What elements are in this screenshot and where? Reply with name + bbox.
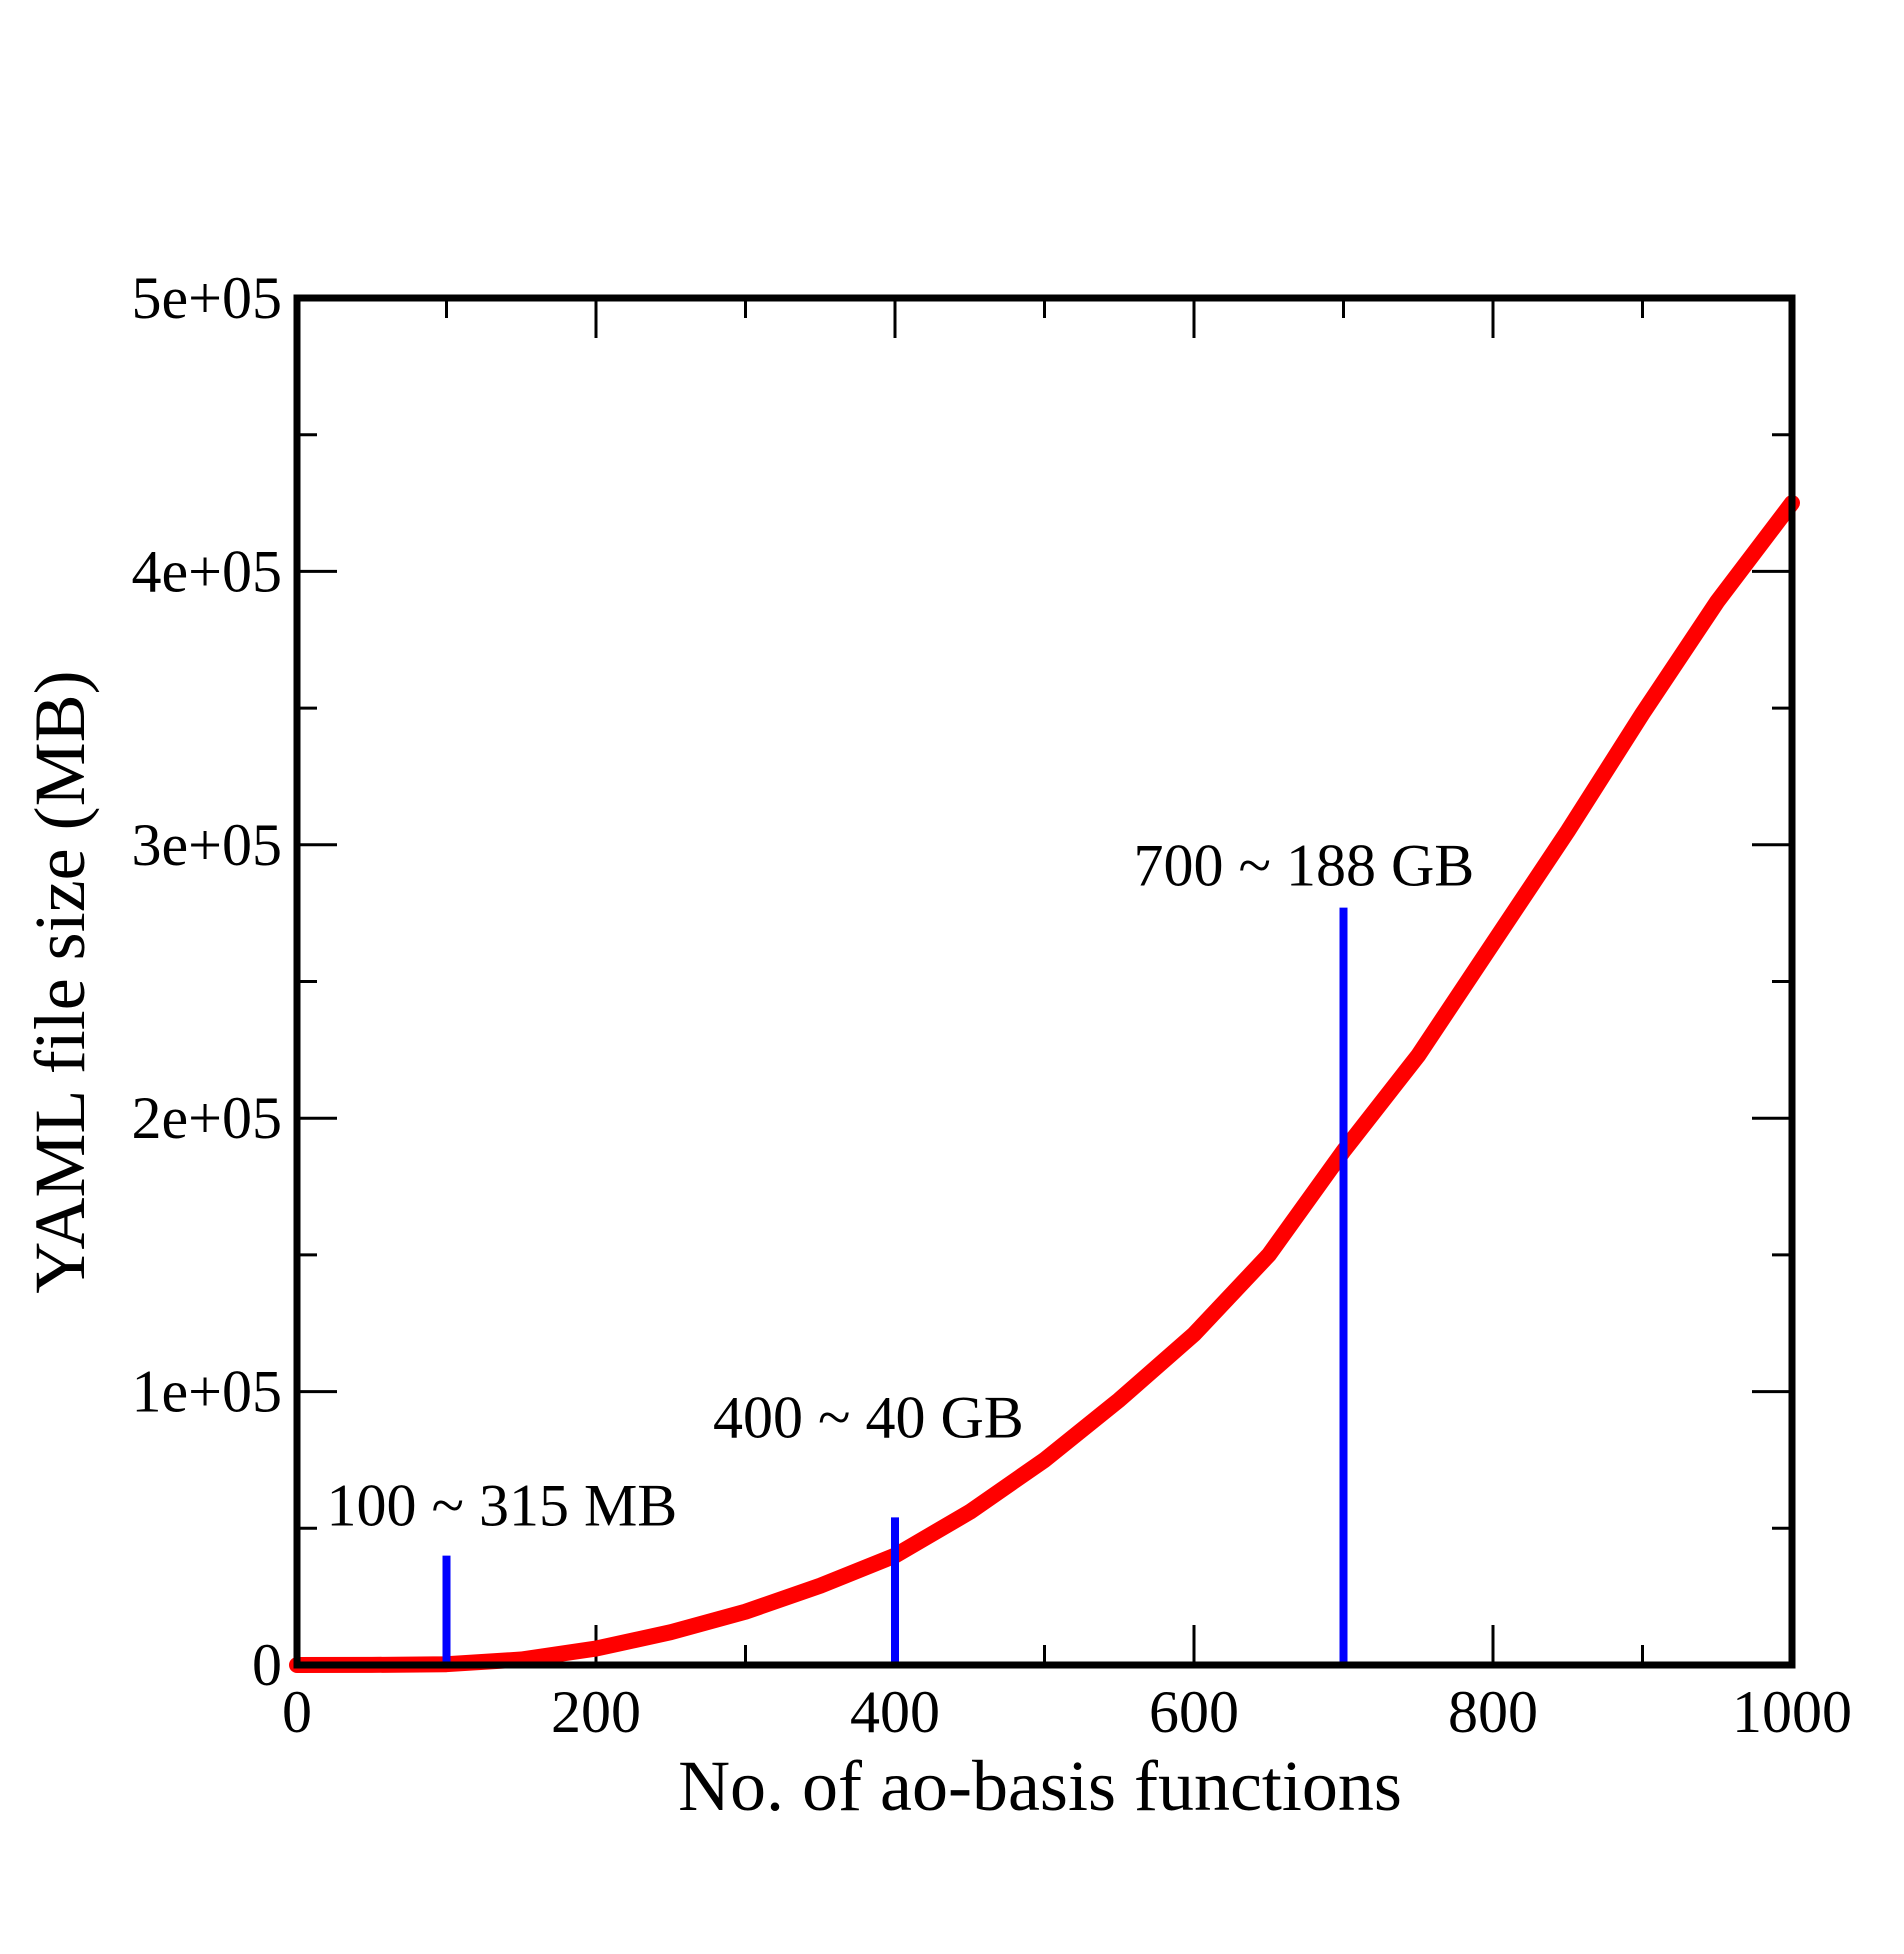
x-tick-label: 1000 [1732,1679,1852,1745]
x-tick-label: 200 [551,1679,641,1745]
y-tick-label: 0 [252,1632,282,1698]
x-tick-label: 400 [850,1679,940,1745]
marker-layer [442,907,1348,1665]
curve-layer [289,495,1800,1673]
y-tick-label: 5e+05 [132,265,282,331]
y-tick-label: 4e+05 [132,538,282,604]
x-axis-label: No. of ao-basis functions [678,1746,1402,1826]
x-tick-label: 800 [1448,1679,1538,1745]
plot-frame [293,294,1796,1669]
y-axis-label: YAML file size (MB) [20,670,100,1293]
annot-layer: 100 ~ 315 MB 400 ~ 40 GB 700 ~ 188 GB [327,833,1475,1539]
tick-label-layer: 0 200 400 600 800 1000 0 1e+05 2e+05 3e+05 4e+05 5e… [132,265,1852,1745]
series-line [289,495,1800,1673]
y-tick-label: 2e+05 [132,1085,282,1151]
annotation-700: 700 ~ 188 GB [1134,833,1475,899]
x-tick-label: 600 [1149,1679,1239,1745]
annotation-400: 400 ~ 40 GB [713,1384,1024,1450]
y-tick-label: 3e+05 [132,812,282,878]
annotation-100: 100 ~ 315 MB [327,1473,678,1539]
x-tick-label: 0 [282,1679,312,1745]
y-tick-label: 1e+05 [132,1359,282,1425]
